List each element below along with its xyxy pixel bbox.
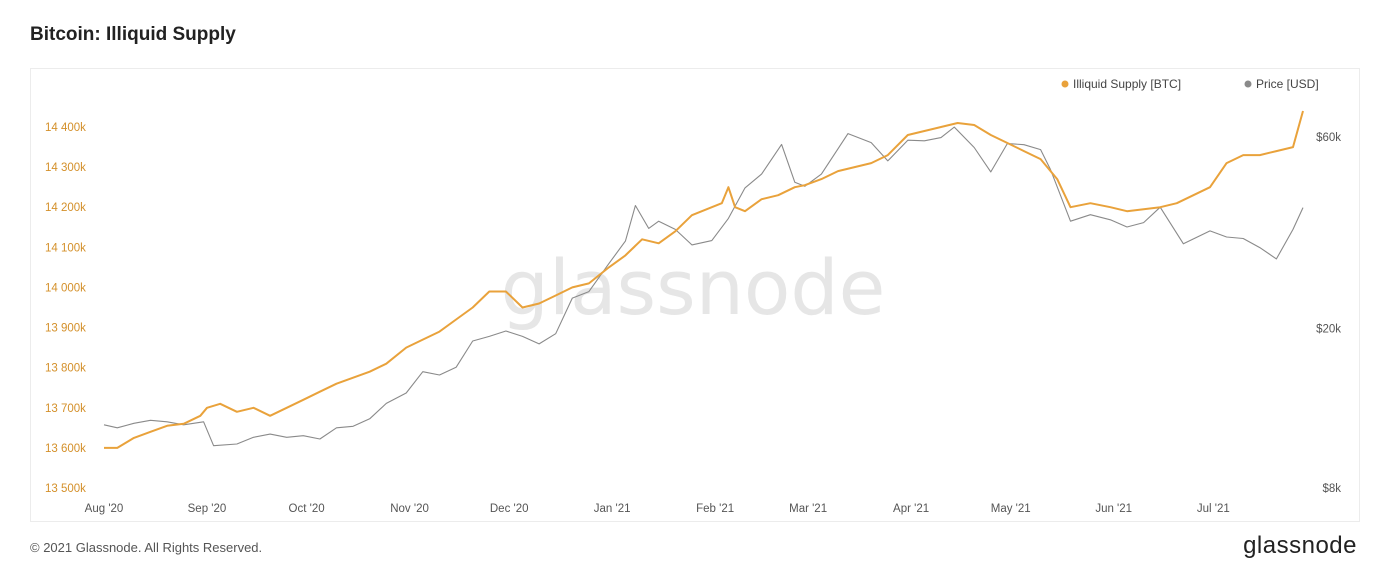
chart-panel: glassnode 13 500k 13 600k 13 700k 13 800k 13… — [30, 68, 1360, 522]
legend-label: Price [USD] — [1256, 77, 1319, 91]
x-tick-label: Mar '21 — [789, 503, 827, 515]
legend-marker — [1244, 80, 1252, 88]
legend-marker — [1061, 80, 1069, 88]
y-left-tick-label: 13 800k — [45, 363, 86, 375]
glassnode-logo[interactable]: glassnode — [1243, 532, 1357, 559]
copyright-text: © 2021 Glassnode. All Rights Reserved. — [30, 540, 263, 555]
y-left-tick-label: 14 100k — [45, 242, 86, 254]
y-left-tick-label: 13 700k — [45, 403, 86, 415]
y-right-tick-label: $8k — [1322, 483, 1341, 495]
illiquid-supply-line — [104, 110, 1304, 449]
y-right-tick-label: $20k — [1316, 323, 1341, 335]
legend[interactable]: Illiquid Supply [BTC] Price [USD] — [1061, 77, 1319, 91]
series-lines — [103, 110, 1304, 449]
x-tick-label: Jun '21 — [1095, 503, 1132, 515]
y-left-tick-label: 13 500k — [45, 483, 86, 495]
y-left-tick-label: 13 900k — [45, 323, 86, 335]
chart-title: Bitcoin: Illiquid Supply — [30, 24, 236, 45]
y-left-tick-label: 13 600k — [45, 443, 86, 455]
x-tick-label: Jul '21 — [1197, 503, 1230, 515]
x-tick-label: Sep '20 — [188, 503, 227, 515]
x-tick-label: Dec '20 — [490, 503, 529, 515]
x-axis: Aug '20 Sep '20 Oct '20 Nov '20 Dec '20 Jan '… — [85, 503, 1230, 515]
legend-item-price[interactable]: Price [USD] — [1244, 77, 1319, 91]
legend-label: Illiquid Supply [BTC] — [1073, 77, 1181, 91]
y-left-tick-label: 14 200k — [45, 202, 86, 214]
x-tick-label: Feb '21 — [696, 503, 734, 515]
x-tick-label: Nov '20 — [390, 503, 429, 515]
y-left-tick-label: 14 000k — [45, 282, 86, 294]
x-tick-label: Apr '21 — [893, 503, 929, 515]
y-axis-right: $8k $20k $60k — [1316, 132, 1341, 495]
legend-item-illiquid[interactable]: Illiquid Supply [BTC] — [1061, 77, 1182, 91]
y-axis-left: 13 500k 13 600k 13 700k 13 800k 13 900k 14 00… — [45, 122, 86, 495]
x-tick-label: Aug '20 — [85, 503, 124, 515]
y-right-tick-label: $60k — [1316, 132, 1341, 144]
price-line — [103, 126, 1304, 447]
chart-watermark: glassnode — [501, 243, 886, 332]
x-tick-label: Oct '20 — [289, 503, 325, 515]
x-tick-label: May '21 — [991, 503, 1031, 515]
y-left-tick-label: 14 400k — [45, 122, 86, 134]
x-tick-label: Jan '21 — [594, 503, 631, 515]
y-left-tick-label: 14 300k — [45, 162, 86, 174]
